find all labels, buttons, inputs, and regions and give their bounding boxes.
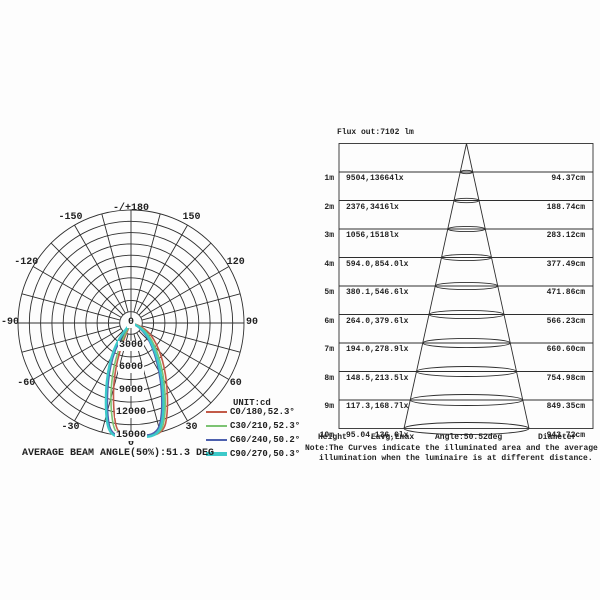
cone-row-eavg-emax: 117.3,168.7lx [346, 402, 409, 411]
cone-row-diameter: 283.12cm [546, 231, 585, 240]
polar-angle-label: -120 [14, 256, 39, 268]
footer-angle-header: Angle:50.52deg [435, 433, 503, 442]
polar-angle-label: -/+180 [112, 203, 150, 214]
cone-row-diameter: 754.98cm [546, 373, 585, 383]
cone-row-eavg-emax: 194.0,278.9lx [346, 345, 409, 354]
legend-item: C90/270,50.3° [206, 448, 301, 459]
legend-swatch-line [206, 439, 227, 441]
polar-angle-label: 120 [226, 256, 245, 268]
polar-angle-label: 30 [185, 421, 198, 433]
cone-row-eavg-emax: 148.5,213.5lx [346, 373, 409, 383]
legend-unit-title: UNIT:cd [233, 398, 271, 408]
note-line-1: Note:The Curves indicate the illuminated… [305, 444, 598, 453]
cone-row-height: 9m [324, 402, 334, 411]
cone-row-height: 3m [324, 231, 334, 240]
polar-angle-label: 90 [245, 317, 259, 328]
candela-ring-label: 12000 [114, 407, 148, 419]
candela-ring-label: 0 [126, 317, 136, 328]
legend-item-label: C30/210,52.3° [230, 420, 301, 431]
candela-ring-label: 3000 [117, 339, 145, 351]
polar-angle-label: -30 [61, 421, 80, 433]
cone-row-diameter: 660.60cm [546, 345, 585, 354]
legend-item: C60/240,50.2° [206, 434, 301, 445]
candela-ring-label: 9000 [117, 384, 145, 396]
cone-row-eavg-emax: 2376,3416lx [346, 202, 399, 212]
note-line-2: illumination when the luminaire is at di… [319, 454, 593, 463]
polar-angle-label: -60 [17, 377, 36, 389]
cone-row-height: 5m [324, 288, 334, 297]
legend-item-label: C60/240,50.2° [230, 434, 301, 445]
cone-row-eavg-emax: 594.0,854.0lx [346, 259, 409, 269]
legend-item-label: C90/270,50.3° [230, 448, 301, 459]
cone-row-eavg-emax: 95.04,136.6lx [346, 430, 409, 440]
cone-row-diameter: 188.74cm [546, 202, 585, 212]
legend-swatch-line [206, 452, 227, 456]
cone-row-eavg-emax: 264.0,379.6lx [346, 316, 409, 326]
average-beam-angle-caption: AVERAGE BEAM ANGLE(50%):51.3 DEG [22, 448, 215, 459]
cone-row-height: 1m [324, 174, 334, 183]
cone-row-height: 8m [324, 373, 334, 383]
candela-ring-label: 6000 [117, 362, 145, 374]
polar-angle-label: 0 [127, 438, 135, 449]
cone-row-height: 10m [319, 430, 334, 440]
cone-row-eavg-emax: 380.1,546.6lx [346, 288, 409, 297]
cone-row-diameter: 471.86cm [546, 288, 585, 297]
legend-item: C30/210,52.3° [206, 420, 301, 431]
polar-angle-label: -90 [0, 317, 20, 328]
footer-diameter-header: Diameter [538, 433, 577, 442]
candela-ring-label: 15000 [114, 430, 148, 441]
cone-row-height: 6m [324, 316, 334, 326]
cone-row-diameter: 943.72cm [546, 430, 585, 440]
cone-row-diameter: 566.23cm [546, 316, 585, 326]
legend-swatch-line [206, 425, 227, 427]
cone-row-diameter: 94.37cm [551, 174, 585, 183]
cone-diagram [338, 143, 594, 435]
cone-row-height: 2m [324, 202, 334, 212]
legend-item-label: C0/180,52.3° [230, 406, 295, 417]
cone-row-eavg-emax: 1056,1518lx [346, 231, 399, 240]
cone-row-height: 4m [324, 259, 334, 269]
footer-height-header: Height [318, 433, 347, 442]
footer-eavg-emax-header: Eavg,Emax [371, 433, 415, 442]
cone-row-height: 7m [324, 345, 334, 354]
polar-angle-label: 60 [229, 377, 242, 389]
cone-row-diameter: 849.35cm [546, 402, 585, 411]
legend-item: C0/180,52.3° [206, 406, 295, 417]
polar-angle-label: 150 [182, 212, 201, 224]
flux-out-label: Flux out:7102 lm [337, 128, 414, 137]
cone-row-eavg-emax: 9504,13664lx [346, 174, 404, 183]
cone-row-diameter: 377.49cm [546, 259, 585, 269]
legend-swatch-line [206, 411, 227, 413]
polar-angle-label: -150 [58, 212, 83, 224]
